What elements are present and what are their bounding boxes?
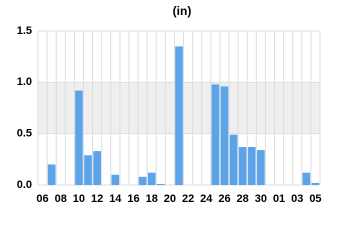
bar: [147, 172, 156, 185]
bar: [111, 174, 120, 185]
chart-title: (in): [173, 4, 192, 18]
y-tick-label: 1.0: [17, 76, 32, 88]
x-tick-label: 05: [309, 193, 321, 205]
bar: [302, 172, 311, 185]
x-tick-label: 08: [55, 193, 67, 205]
x-tick-label: 30: [255, 193, 267, 205]
bar: [138, 176, 147, 185]
bar: [47, 164, 56, 185]
x-tick-label: 10: [73, 193, 85, 205]
x-tick-label: 24: [200, 193, 213, 205]
x-tick-label: 06: [36, 193, 48, 205]
x-tick-label: 16: [127, 193, 139, 205]
bar: [229, 134, 238, 185]
bar: [84, 155, 92, 185]
x-tick-label: 28: [237, 193, 249, 205]
bar: [93, 151, 101, 185]
x-tick-label: 20: [164, 193, 176, 205]
x-tick-label: 18: [146, 193, 158, 205]
bar: [175, 46, 183, 186]
x-tick-label: 01: [273, 193, 285, 205]
y-tick-label: 1.5: [17, 25, 32, 37]
x-tick-label: 22: [182, 193, 194, 205]
x-tick-label: 03: [291, 193, 303, 205]
bar: [247, 147, 256, 185]
bar: [211, 84, 220, 185]
bar: [220, 86, 229, 185]
bar: [156, 183, 165, 185]
x-tick-label: 12: [91, 193, 103, 205]
bar: [257, 150, 265, 185]
bar: [75, 90, 83, 185]
bar: [311, 182, 320, 185]
x-tick-label: 14: [109, 193, 122, 205]
y-tick-label: 0.5: [17, 128, 32, 140]
y-tick-label: 0.0: [17, 179, 32, 191]
bar: [238, 147, 247, 185]
x-tick-label: 26: [218, 193, 230, 205]
